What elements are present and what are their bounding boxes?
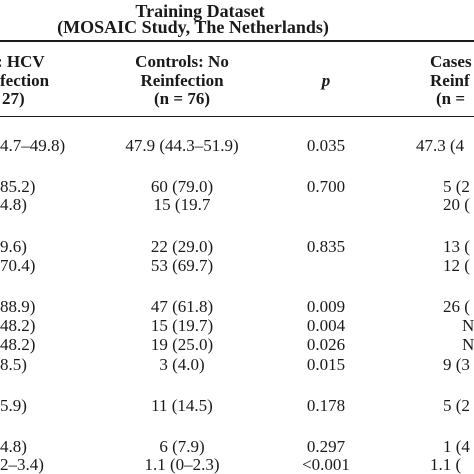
header-rule	[0, 116, 474, 117]
table-cell-p: <0.001	[302, 455, 350, 474]
table-cell-cases: 8.5)	[0, 355, 27, 374]
table-cell-cases: 4.7–49.8)	[0, 136, 66, 155]
table-cell-cases: 2–3.4)	[0, 455, 44, 474]
table-cell-cases-right: 12 (	[443, 256, 470, 275]
top-rule	[0, 40, 474, 42]
table-cell-cases-right: 13 (	[443, 237, 470, 256]
header-controls-line3: (n = 76)	[154, 89, 210, 108]
table-cell-cases-right: 5 (2	[443, 177, 470, 196]
header-cases-right-line2: Reinf	[430, 71, 470, 90]
header-cases-line1: : HCV	[0, 52, 45, 71]
table-cell-controls: 6 (7.9)	[159, 437, 205, 456]
header-cases-right-line3: (n =	[436, 89, 466, 108]
table-cell-cases: 85.2)	[0, 177, 36, 196]
header-controls-line2: Reinfection	[140, 71, 224, 90]
table-cell-cases: 5.9)	[0, 396, 27, 415]
table-cell-cases-right: N	[462, 316, 474, 335]
table-cell-cases: 88.9)	[0, 297, 36, 316]
table-cell-controls: 1.1 (0–2.3)	[144, 455, 220, 474]
table-cell-p: 0.700	[306, 177, 346, 196]
table-title-line1: Training Dataset	[135, 1, 265, 21]
table-cell-p: 0.178	[306, 396, 346, 415]
table-title-line2: (MOSAIC Study, The Netherlands)	[57, 17, 329, 37]
table-cell-p: 0.009	[306, 297, 346, 316]
table-cell-controls: 47.9 (44.3–51.9)	[125, 136, 239, 155]
table-cell-controls: 15 (19.7)	[150, 316, 214, 335]
header-cases-line3: 27)	[2, 89, 25, 108]
table-cell-cases-right: 1 (4	[443, 437, 470, 456]
table-cell-cases-right: 5 (2	[443, 396, 470, 415]
table-cell-controls: 60 (79.0)	[150, 177, 214, 196]
table-cell-controls: 19 (25.0)	[150, 335, 214, 354]
table-cell-cases: 4.8)	[0, 437, 27, 456]
table-cell-controls: 53 (69.7)	[150, 256, 214, 275]
table-cell-cases: 48.2)	[0, 316, 36, 335]
table-cell-p: 0.015	[306, 355, 346, 374]
table-cell-cases: 48.2)	[0, 335, 36, 354]
header-p: p	[321, 71, 331, 90]
header-cases-line2: fection	[0, 71, 50, 90]
table-cell-p: 0.035	[306, 136, 346, 155]
table-cell-controls: 47 (61.8)	[150, 297, 214, 316]
header-controls-line1: Controls: No	[135, 52, 229, 71]
table-cell-p: 0.297	[306, 437, 346, 456]
table-cell-cases-right: 20 (	[443, 195, 470, 214]
table-cell-controls: 22 (29.0)	[150, 237, 214, 256]
table-cell-cases-right: 1.1 (	[430, 455, 462, 474]
table-cell-cases: 9.6)	[0, 237, 27, 256]
table-cell-controls: 11 (14.5)	[151, 396, 213, 415]
table-cell-controls: 3 (4.0)	[159, 355, 205, 374]
header-cases-right-line1: Cases	[430, 52, 472, 71]
table-cell-p: 0.835	[306, 237, 346, 256]
table-cell-controls: 15 (19.7	[153, 195, 211, 214]
table-cell-cases-right: N	[462, 335, 474, 354]
table-cell-p: 0.026	[306, 335, 346, 354]
table-cell-cases: 4.8)	[0, 195, 27, 214]
table-cell-cases-right: 26 (	[443, 297, 470, 316]
table-cell-p: 0.004	[306, 316, 346, 335]
table-cell-cases-right: 47.3 (4	[416, 136, 465, 155]
table-cell-cases: 70.4)	[0, 256, 36, 275]
table-cell-cases-right: 9 (3	[443, 355, 470, 374]
